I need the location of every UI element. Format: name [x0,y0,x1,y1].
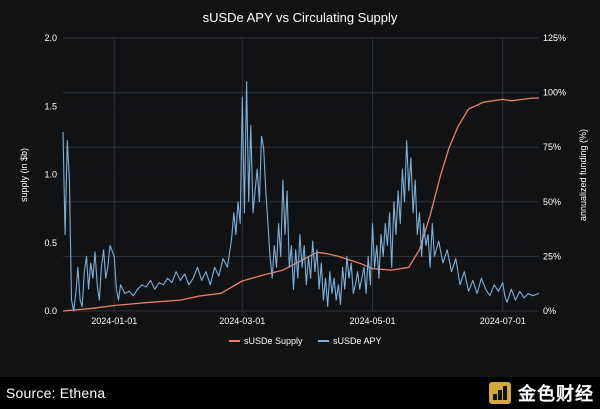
legend-label-supply: sUSDe Supply [244,336,303,346]
y-right-tick-label: 75% [543,142,561,152]
chart-title: sUSDe APY vs Circulating Supply [203,10,398,25]
y-left-tick-label: 1.5 [44,101,57,111]
series-line-apy [62,81,540,312]
legend-label-apy: sUSDe APY [333,336,382,346]
axis-layer: 0% 25% 50% 75% 100% 125% 0.0 0.5 1.0 1.5 2.0 2024-0… [44,33,566,326]
source-text: Source: Ethena [6,385,106,401]
x-tick-label: 2024-01-01 [91,316,137,326]
y-left-tick-label: 0.5 [44,238,57,248]
legend: sUSDe Supply sUSDe APY [229,336,382,346]
grid-layer [63,37,539,312]
y-right-tick-label: 100% [543,88,566,98]
x-tick-label: 2024-03-01 [219,316,265,326]
chart-panel: sUSDe APY vs Circulating Supply 0% 25% 50%… [0,0,600,377]
y-left-tick-label: 2.0 [44,33,57,43]
y-right-tick-label: 25% [543,251,561,261]
series-line-supply [62,97,539,312]
y-left-label: supply (in $b) [19,148,29,202]
series-layer [62,81,540,312]
footer: Source: Ethena 金色财经 [0,377,600,409]
y-right-tick-label: 0% [543,306,556,316]
brand-name: 金色财经 [518,384,594,404]
y-right-tick-label: 125% [543,33,566,43]
y-left-tick-label: 1.0 [44,170,57,180]
y-right-label: annualized funding (%) [578,129,588,221]
brand-logo: 金色财经 [488,380,594,406]
x-tick-label: 2024-07-01 [480,316,526,326]
y-right-tick-label: 50% [543,197,561,207]
x-tick-label: 2024-05-01 [349,316,395,326]
y-left-tick-label: 0.0 [44,306,57,316]
chart-svg: sUSDe APY vs Circulating Supply 0% 25% 50%… [19,10,588,346]
brand-icon [489,382,511,404]
